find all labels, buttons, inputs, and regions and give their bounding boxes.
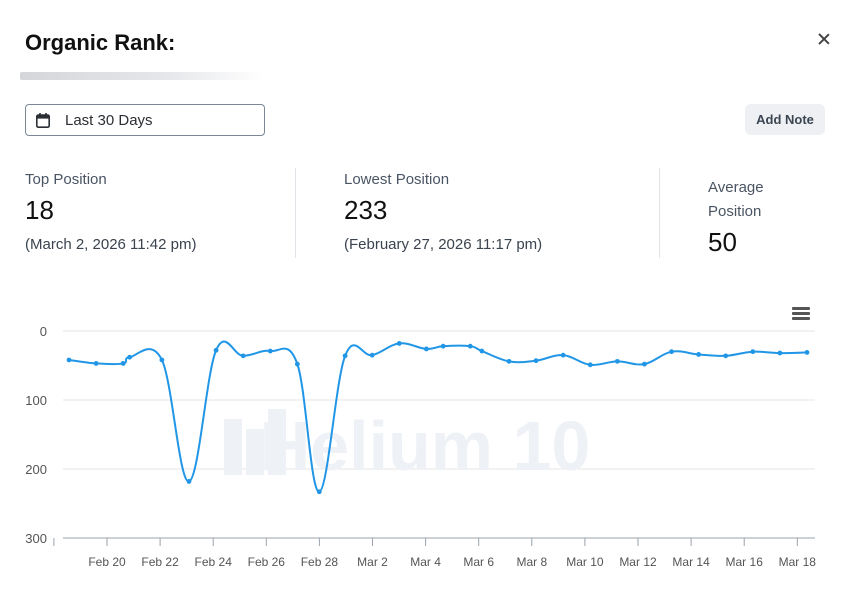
rank-data-point[interactable] (369, 352, 375, 358)
rank-data-point[interactable] (614, 358, 620, 364)
lowest-position-date: (February 27, 2026 11:17 pm) (344, 236, 543, 253)
y-tick-label: 200 (25, 462, 47, 477)
x-tick-label: Mar 12 (619, 555, 657, 569)
organic-rank-chart: Helium 10 0 100 200 300 Feb 20 Feb 22 Feb 24 Fe… (25, 324, 817, 569)
x-tick-label: Feb 24 (195, 555, 233, 569)
rank-data-point[interactable] (506, 358, 512, 364)
lowest-position-value: 233 (344, 195, 388, 225)
rank-data-point[interactable] (467, 343, 473, 349)
rank-data-point[interactable] (423, 346, 429, 352)
watermark-logo-icon (224, 409, 286, 475)
rank-data-point[interactable] (267, 348, 273, 354)
x-tick-label: Mar 18 (779, 555, 817, 569)
rank-data-point[interactable] (186, 479, 192, 484)
lowest-position-label: Lowest Position (344, 171, 450, 188)
x-tick-label: Mar 10 (566, 555, 604, 569)
y-tick-label: 0 (40, 324, 47, 339)
x-tick-label: Mar 4 (410, 555, 441, 569)
y-tick-label: 300 (25, 531, 47, 546)
top-position-label: Top Position (25, 171, 107, 188)
rank-data-point[interactable] (316, 489, 322, 495)
x-tick-label: Mar 2 (357, 555, 388, 569)
rank-data-point[interactable] (342, 353, 348, 359)
rank-data-point[interactable] (804, 349, 810, 355)
rank-data-point[interactable] (560, 352, 566, 358)
stat-divider (295, 168, 296, 258)
title-underline (20, 72, 265, 80)
x-tick-label: Mar 6 (463, 555, 494, 569)
rank-data-point[interactable] (213, 347, 219, 353)
average-position-label-1: Average (708, 179, 764, 196)
x-tick-label: Mar 8 (516, 555, 547, 569)
x-tick-label: Mar 16 (726, 555, 764, 569)
average-position-value: 50 (708, 227, 737, 257)
top-position-value: 18 (25, 195, 54, 225)
close-icon[interactable] (815, 31, 833, 49)
page-title: Organic Rank: (25, 30, 176, 55)
y-tick-label: 100 (25, 393, 47, 408)
rank-data-point[interactable] (127, 354, 133, 360)
calendar-icon (36, 112, 50, 128)
x-tick-label: Feb 20 (88, 555, 126, 569)
rank-data-point[interactable] (723, 353, 729, 359)
chart-menu-icon[interactable] (792, 307, 810, 322)
rank-data-point[interactable] (642, 361, 647, 367)
x-tick-label: Feb 22 (141, 555, 179, 569)
stat-divider (659, 168, 660, 258)
rank-data-point[interactable] (240, 353, 246, 359)
rank-data-point[interactable] (120, 361, 126, 366)
rank-data-point[interactable] (669, 349, 674, 355)
rank-data-point[interactable] (66, 357, 72, 363)
x-tick-label: Feb 28 (301, 555, 339, 569)
rank-data-point[interactable] (750, 349, 756, 355)
rank-data-point[interactable] (533, 358, 539, 364)
rank-data-point[interactable] (696, 352, 702, 357)
rank-data-point[interactable] (777, 350, 783, 356)
add-note-button[interactable]: Add Note (745, 104, 825, 135)
rank-data-point[interactable] (93, 361, 99, 366)
rank-data-point[interactable] (440, 343, 446, 349)
chart-watermark: Helium 10 (260, 407, 591, 485)
x-tick-label: Mar 14 (672, 555, 710, 569)
rank-data-point[interactable] (294, 361, 300, 367)
average-position-label-2: Position (708, 203, 762, 220)
rank-data-point[interactable] (479, 348, 485, 354)
date-range-button[interactable]: Last 30 Days (25, 104, 265, 136)
date-range-label: Last 30 Days (65, 111, 153, 129)
rank-data-point[interactable] (396, 341, 402, 346)
x-tick-label: Feb 26 (248, 555, 286, 569)
rank-data-point[interactable] (159, 357, 165, 363)
rank-data-point[interactable] (587, 362, 593, 368)
top-position-date: (March 2, 2026 11:42 pm) (25, 236, 197, 253)
